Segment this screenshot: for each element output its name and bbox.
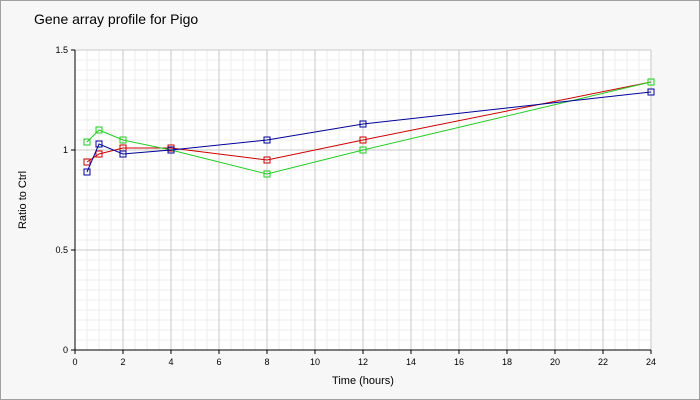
data-point-marker[interactable] [647, 88, 655, 96]
x-axis-title: Time (hours) [332, 375, 394, 387]
series-line [86, 81, 652, 163]
data-point-marker[interactable] [95, 140, 103, 148]
x-tick-label: 20 [550, 357, 560, 367]
y-axis-title: Ratio to Ctrl [17, 171, 29, 229]
x-tick-label: 24 [646, 357, 656, 367]
x-tick-labels: 0 2 4 6 8 10 12 14 16 18 20 22 24 [72, 350, 656, 367]
y-tick-label: 0.5 [55, 245, 68, 255]
series-layer [83, 78, 655, 178]
data-point-marker[interactable] [359, 120, 367, 128]
x-tick-label: 6 [216, 357, 221, 367]
x-tick-label: 2 [120, 357, 125, 367]
series-line [86, 91, 652, 173]
data-point-marker[interactable] [119, 136, 127, 144]
series-1 [83, 78, 655, 166]
x-tick-label: 16 [454, 357, 464, 367]
y-tick-label: 1.5 [55, 45, 68, 55]
chart-title: Gene array profile for Pigo [34, 11, 199, 27]
x-tick-label: 0 [72, 357, 77, 367]
data-point-marker[interactable] [119, 150, 127, 158]
data-point-marker[interactable] [263, 170, 271, 178]
y-tick-label: 0 [63, 345, 68, 355]
data-point-marker[interactable] [167, 146, 175, 154]
data-point-marker[interactable] [263, 136, 271, 144]
x-tick-label: 10 [310, 357, 320, 367]
data-point-marker[interactable] [263, 156, 271, 164]
x-tick-label: 12 [358, 357, 368, 367]
x-tick-label: 14 [406, 357, 416, 367]
y-tick-label: 1 [63, 145, 68, 155]
x-tick-label: 18 [502, 357, 512, 367]
data-point-marker[interactable] [359, 146, 367, 154]
data-point-marker[interactable] [83, 158, 91, 166]
x-tick-label: 22 [598, 357, 608, 367]
x-tick-label: 8 [264, 357, 269, 367]
x-tick-label: 4 [168, 357, 173, 367]
data-point-marker[interactable] [95, 150, 103, 158]
y-tick-labels: 0 0.5 1 1.5 [55, 45, 75, 355]
data-point-marker[interactable] [83, 138, 91, 146]
data-point-marker[interactable] [83, 168, 91, 176]
data-point-marker[interactable] [359, 136, 367, 144]
data-point-marker[interactable] [95, 126, 103, 134]
series-3 [83, 88, 655, 176]
data-point-marker[interactable] [647, 78, 655, 86]
